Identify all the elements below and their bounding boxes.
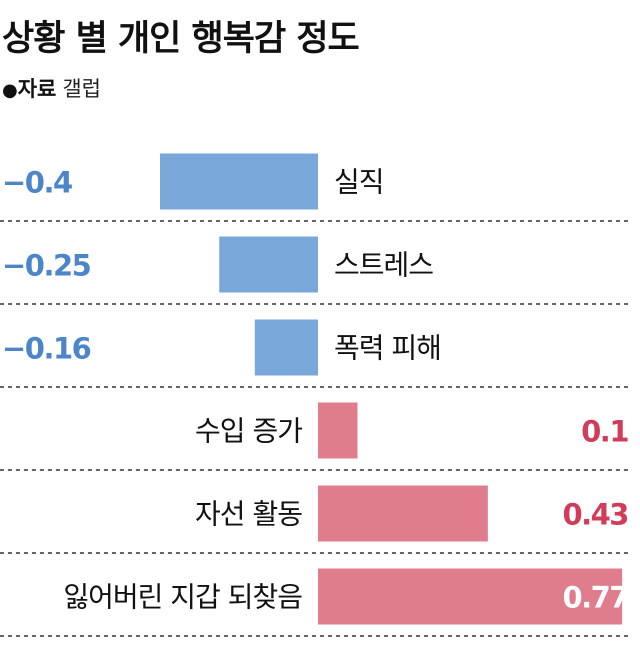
bullet-icon: ●	[2, 80, 18, 101]
value-label: −0.25	[2, 249, 91, 283]
category-label: 수입 증가	[195, 415, 302, 448]
bar	[318, 568, 623, 625]
chart-title: 상황 별 개인 행복감 정도	[2, 19, 360, 59]
value-label: 0.1	[581, 415, 628, 449]
category-label: 실직	[334, 166, 384, 199]
bar	[254, 319, 318, 376]
bar	[318, 402, 358, 459]
value-label: 0.43	[562, 498, 628, 532]
value-label: −0.4	[2, 166, 72, 200]
source-line: ●자료 갤럽	[2, 73, 101, 107]
category-label: 스트레스	[334, 249, 433, 282]
bar	[219, 236, 318, 293]
value-label: −0.16	[2, 332, 91, 366]
bar	[318, 485, 488, 542]
category-label: 잃어버린 지갑 되찾음	[63, 581, 302, 614]
category-label: 폭력 피해	[334, 332, 441, 365]
source-value: 갤럽	[62, 77, 101, 101]
source-label: 자료	[17, 77, 57, 101]
bar	[160, 153, 318, 210]
value-label: 0.77	[562, 581, 628, 615]
category-label: 자선 활동	[195, 498, 302, 531]
